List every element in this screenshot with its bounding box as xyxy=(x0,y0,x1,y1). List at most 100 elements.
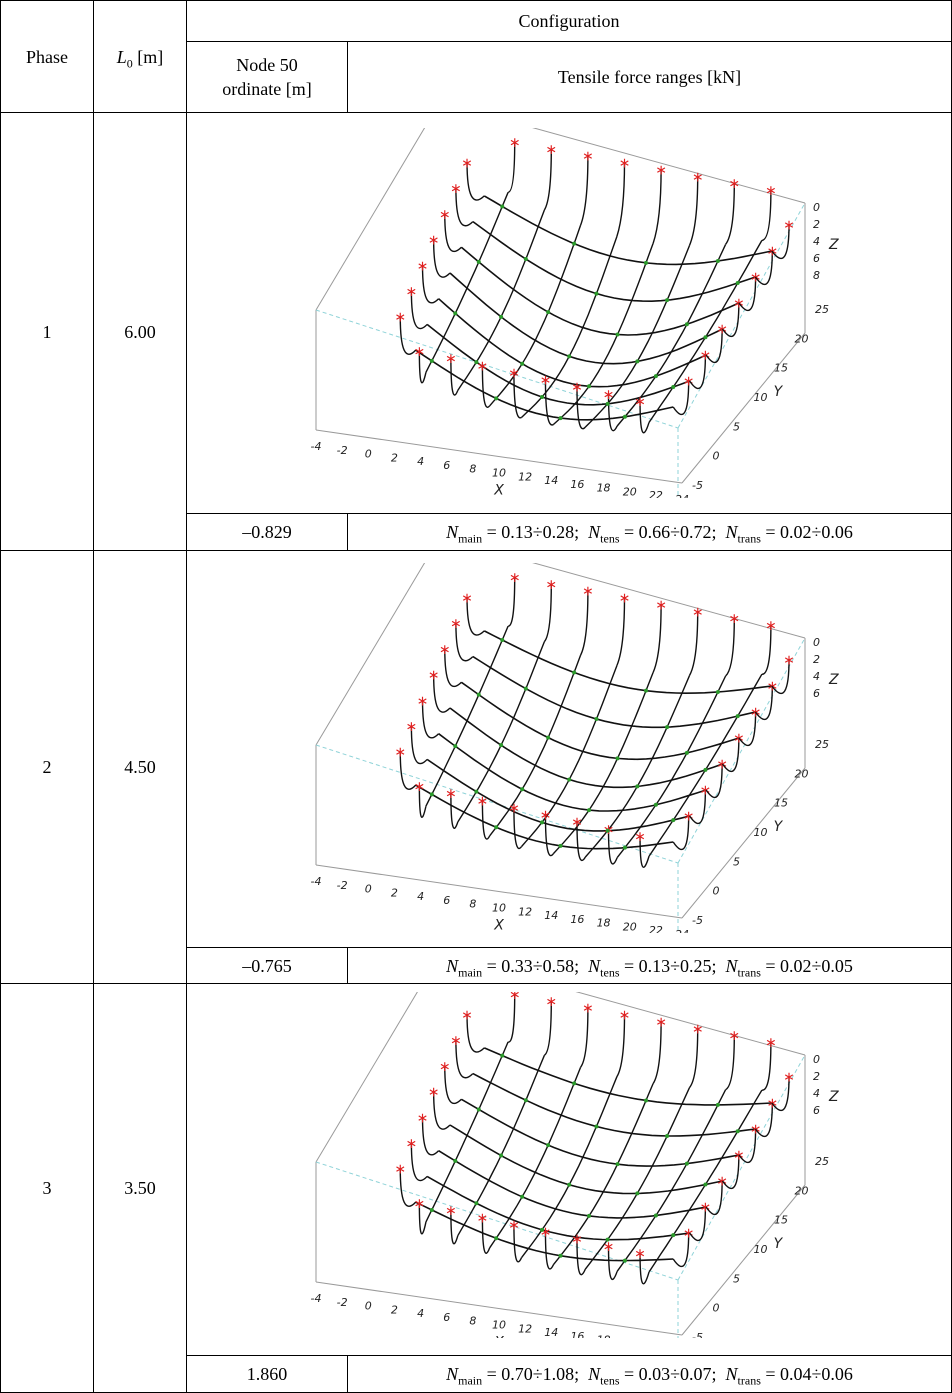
anchor-cable xyxy=(450,1210,459,1245)
anchor-star-icon: ∗ xyxy=(461,591,473,607)
anchor-cable xyxy=(455,188,474,227)
main-cable xyxy=(483,630,772,695)
main-cable xyxy=(415,349,674,421)
row2-nmain-sub: main xyxy=(458,965,483,980)
row1-ntrans-sub: trans xyxy=(737,531,761,546)
anchor-star-icon: ∗ xyxy=(394,745,406,761)
net-node xyxy=(494,396,499,401)
anchor-cable xyxy=(639,835,650,868)
anchor-star-icon: ∗ xyxy=(450,616,462,632)
anchor-star-icon: ∗ xyxy=(508,1217,520,1233)
anchor-cable xyxy=(399,1168,417,1207)
anchor-star-icon: ∗ xyxy=(571,1232,583,1248)
anchor-star-icon: ∗ xyxy=(461,156,473,172)
anchor-cable xyxy=(639,1252,650,1285)
box-edge xyxy=(315,429,683,484)
anchor-cable xyxy=(672,1232,690,1267)
box-hidden-edge xyxy=(315,309,679,429)
anchor-cable xyxy=(688,176,699,247)
net-node xyxy=(567,777,572,782)
x-tick-label: 12 xyxy=(518,1322,532,1335)
anchor-cable xyxy=(421,700,440,739)
x-tick-label: 0 xyxy=(365,448,372,461)
transverse-cable xyxy=(457,209,546,391)
net-node xyxy=(558,1253,563,1258)
anchor-cable xyxy=(754,685,774,720)
anchor-star-icon: ∗ xyxy=(634,394,646,410)
anchor-cable xyxy=(725,618,735,677)
net-node xyxy=(644,1098,649,1103)
row3-nmain-symbol: N xyxy=(446,1364,459,1384)
anchor-star-icon: ∗ xyxy=(477,793,489,809)
anchor-cable xyxy=(450,358,459,396)
anchor-star-icon: ∗ xyxy=(692,604,704,620)
y-tick-label: 25 xyxy=(815,738,829,751)
x-tick-label: 22 xyxy=(649,489,663,498)
anchor-star-icon: ∗ xyxy=(582,149,594,165)
anchor-star-icon: ∗ xyxy=(417,258,429,274)
anchor-cable xyxy=(580,1007,589,1068)
box-edge xyxy=(532,128,806,204)
anchor-cable xyxy=(543,148,552,211)
anchor-cable xyxy=(652,1021,662,1084)
y-axis-label: Y xyxy=(774,1236,784,1252)
row1-node50-value: –0.829 xyxy=(242,522,292,542)
anchor-cable xyxy=(455,623,474,662)
net-node xyxy=(684,750,689,755)
anchor-cable xyxy=(544,814,555,857)
anchor-star-icon: ∗ xyxy=(439,207,451,223)
net-node xyxy=(539,394,544,399)
y-tick-label: 0 xyxy=(713,885,720,898)
header-tensile: Tensile force ranges [kN] xyxy=(348,42,951,112)
transverse-cable xyxy=(616,675,727,859)
anchor-cable xyxy=(738,711,757,746)
row2-ntens-sub: tens xyxy=(600,965,620,980)
row3-ntrans-sub: trans xyxy=(737,1373,761,1388)
header-phase-label: Phase xyxy=(26,46,68,67)
row3-ntrans-value: = 0.04÷0.06 xyxy=(760,1364,853,1384)
rule-row3-fig xyxy=(186,1355,952,1356)
transverse-cable xyxy=(489,654,582,837)
anchor-cable xyxy=(543,583,552,643)
z-tick-label: 0 xyxy=(813,1053,820,1066)
net-node xyxy=(635,1191,640,1196)
row1-phase-value: 1 xyxy=(42,321,52,342)
x-tick-label: 0 xyxy=(365,883,372,896)
net-node xyxy=(523,686,528,691)
rule-col3-row3 xyxy=(347,1355,348,1392)
net-node xyxy=(703,335,708,340)
header-tensile-label: Tensile force ranges [kN] xyxy=(557,67,742,87)
z-tick-label: 4 xyxy=(813,1087,820,1100)
main-cable xyxy=(415,1201,674,1262)
x-tick-label: 20 xyxy=(623,1337,637,1338)
x-tick-label: 10 xyxy=(492,467,506,480)
anchor-cable xyxy=(721,1154,740,1189)
net-node xyxy=(546,1143,551,1148)
x-axis-label: X xyxy=(493,918,504,934)
rule-col3-header xyxy=(347,41,348,112)
net-node xyxy=(622,845,627,850)
anchor-cable xyxy=(721,737,740,772)
anchor-cable xyxy=(607,393,618,432)
row3-l0-value: 3.50 xyxy=(124,1178,156,1198)
x-tick-label: 10 xyxy=(492,1319,506,1332)
net-node xyxy=(520,1194,525,1199)
net-node xyxy=(735,714,740,719)
main-cable xyxy=(449,272,723,365)
anchor-star-icon: ∗ xyxy=(634,1246,646,1262)
anchor-cable xyxy=(507,577,516,627)
header-phase: Phase xyxy=(1,1,93,112)
anchor-star-icon: ∗ xyxy=(783,1069,795,1085)
anchor-cable xyxy=(513,1224,523,1263)
net-node xyxy=(665,298,670,303)
anchor-cable xyxy=(410,291,428,330)
anchor-cable xyxy=(576,386,586,430)
anchor-cable xyxy=(418,350,427,384)
transverse-cable xyxy=(648,1089,763,1273)
anchor-cable xyxy=(761,625,772,675)
anchor-star-icon: ∗ xyxy=(683,808,695,824)
net-node xyxy=(567,354,572,359)
row1-ntens-symbol: N xyxy=(588,522,601,542)
header-node50-line1: Node 50 xyxy=(236,55,298,75)
anchor-star-icon: ∗ xyxy=(413,1196,425,1212)
